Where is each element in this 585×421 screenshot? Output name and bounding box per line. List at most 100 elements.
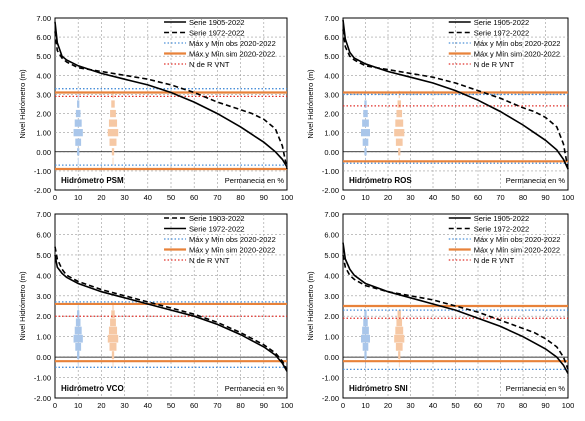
y-axis-title: Nivel Hidrómetro (m) [306, 69, 315, 139]
y-tick-label: 5.00 [36, 251, 51, 260]
series-line [342, 242, 569, 374]
x-tick-label: 60 [190, 401, 198, 410]
x-tick-label: 100 [562, 193, 575, 202]
x-tick-label: 80 [236, 401, 244, 410]
histogram-sim-bar [398, 359, 400, 368]
chart-panel-4: -2.00 -1.00 0.00 1.00 2.00 3.00 4.00 5.00 6.00 7.… [306, 210, 574, 410]
x-tick-label: 20 [97, 401, 105, 410]
legend-label: Máx y Mín obs 2020-2022 [189, 39, 276, 48]
y-tick-label: 5.00 [324, 251, 339, 260]
y-tick-label: 2.00 [324, 110, 339, 119]
chart-panel-2: -2.00 -1.00 0.00 1.00 2.00 3.00 4.00 5.00 6.00 7.… [306, 14, 574, 202]
y-tick-label: 2.00 [36, 110, 51, 119]
histogram-obs-bar [364, 351, 367, 359]
x-tick-label: 20 [97, 193, 105, 202]
histogram-obs-bar [77, 90, 79, 99]
series-line [54, 254, 288, 372]
x-tick-label: 70 [496, 401, 504, 410]
x-tick-label: 0 [341, 401, 345, 410]
histogram-sim-bar [109, 138, 117, 146]
legend-label: Máx y Mín obs 2020-2022 [189, 235, 276, 244]
histogram-obs-bar [365, 359, 366, 368]
histogram-sim-bar [112, 90, 114, 99]
histogram-obs-bar [73, 129, 83, 137]
y-tick-label: 6.00 [36, 230, 51, 239]
histogram-obs-bar [361, 129, 370, 137]
histogram-sim-bar [112, 302, 114, 310]
y-tick-label: -1.00 [34, 167, 51, 176]
x-axis-title: Permanecia en % [225, 384, 285, 393]
legend-label: Serie 1903-2022 [189, 214, 244, 223]
y-tick-label: 0.00 [324, 353, 339, 362]
histogram-obs-bar [73, 334, 83, 343]
series-line [342, 19, 569, 170]
histogram-obs-bar [77, 310, 80, 319]
legend-label: Serie 1972-2022 [189, 29, 244, 38]
chart-panel-1: -2.00 -1.00 0.00 1.00 2.00 3.00 4.00 5.00 6.00 7.… [18, 14, 293, 202]
histogram-obs-bar [363, 109, 368, 118]
histogram-obs-bar [364, 310, 367, 319]
histogram-sim-bar [108, 326, 118, 335]
histogram-obs-bar [361, 334, 370, 343]
histogram-obs-bar [362, 119, 369, 127]
histogram-sim-bar [395, 138, 403, 146]
histogram-sim-bar [396, 318, 403, 327]
y-tick-label: 4.00 [36, 271, 51, 280]
y-tick-label: 7.00 [36, 210, 51, 219]
y-tick-label: 3.00 [324, 292, 339, 301]
x-tick-label: 90 [260, 193, 268, 202]
y-tick-label: -2.00 [34, 186, 51, 195]
histogram-sim-bar [395, 343, 403, 351]
y-tick-label: 7.00 [324, 14, 339, 23]
legend-label: Serie 1972-2022 [474, 29, 529, 38]
legend-label: N de R VNT [474, 60, 515, 69]
y-tick-label: 0.00 [324, 148, 339, 157]
series-line [54, 246, 288, 370]
x-tick-label: 30 [120, 193, 128, 202]
legend-label: N de R VNT [189, 60, 230, 69]
y-axis-title: Nivel Hidrómetro (m) [18, 271, 27, 341]
histogram-obs-bar [77, 100, 80, 108]
x-tick-label: 50 [451, 193, 459, 202]
x-tick-label: 0 [53, 401, 57, 410]
histogram-sim-bar [395, 326, 404, 335]
y-tick-label: -2.00 [322, 186, 339, 195]
x-tick-label: 60 [474, 401, 482, 410]
x-tick-label: 10 [361, 193, 369, 202]
station-label: Hidrómetro VCO [61, 384, 124, 393]
x-tick-label: 90 [541, 193, 549, 202]
y-tick-label: -2.00 [322, 394, 339, 403]
histogram-obs-bar [362, 138, 369, 146]
x-tick-label: 10 [361, 401, 369, 410]
y-tick-label: 1.00 [36, 333, 51, 342]
y-tick-label: -1.00 [322, 374, 339, 383]
histogram-obs-bar [362, 343, 369, 351]
x-tick-label: 30 [406, 401, 414, 410]
legend-label: Máx y Mín sim 2020-2022 [189, 50, 275, 59]
y-tick-label: 2.00 [324, 312, 339, 321]
x-tick-label: 90 [541, 401, 549, 410]
x-tick-label: 80 [519, 193, 527, 202]
y-tick-label: 1.00 [36, 129, 51, 138]
y-tick-label: 5.00 [324, 52, 339, 61]
y-tick-label: 7.00 [36, 14, 51, 23]
x-tick-label: 100 [281, 193, 294, 202]
x-tick-label: 70 [496, 193, 504, 202]
histogram-sim-bar [111, 100, 115, 108]
y-tick-label: 5.00 [36, 52, 51, 61]
histogram-sim-bar [112, 359, 114, 368]
station-label: Hidrómetro PSM [61, 176, 124, 185]
x-tick-label: 10 [74, 193, 82, 202]
y-tick-label: 1.00 [324, 129, 339, 138]
x-tick-label: 30 [120, 401, 128, 410]
y-axis-title: Nivel Hidrómetro (m) [306, 271, 315, 341]
y-tick-label: 3.00 [36, 90, 51, 99]
y-tick-label: 6.00 [324, 230, 339, 239]
histogram-obs-bar [75, 318, 81, 327]
x-tick-label: 50 [167, 193, 175, 202]
histogram-obs-bar [75, 109, 81, 118]
histogram-sim-bar [111, 148, 115, 156]
y-tick-label: -2.00 [34, 394, 51, 403]
histogram-sim-bar [396, 109, 403, 118]
